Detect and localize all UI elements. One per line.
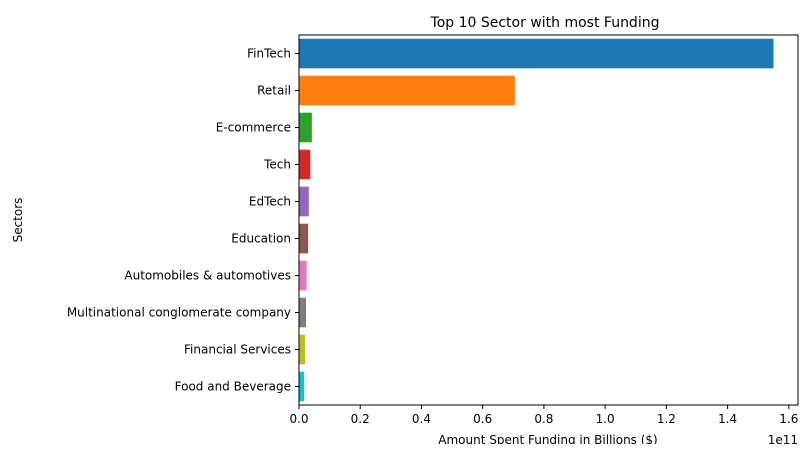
x-tick-label: 1.0: [596, 412, 615, 426]
bar-edtech: [299, 186, 309, 217]
y-tick-label: FinTech: [247, 47, 291, 61]
x-tick-label: 1.4: [718, 412, 737, 426]
y-tick-label: Automobiles & automotives: [124, 269, 291, 283]
bars-group: [299, 38, 774, 402]
x-tick-label: 1.6: [779, 412, 798, 426]
bar-multinational-conglomerate-company: [299, 297, 307, 328]
x-axis-label: Amount Spent Funding in Billions ($): [438, 433, 658, 444]
x-axis-offset-text: 1e11: [768, 433, 798, 444]
x-tick-label: 1.2: [657, 412, 676, 426]
y-tick-label: Multinational conglomerate company: [67, 306, 291, 320]
y-tick-label: Tech: [263, 158, 291, 172]
bar-education: [299, 223, 309, 254]
bar-food-and-beverage: [299, 371, 305, 402]
x-tick-label: 0.4: [412, 412, 431, 426]
y-tick-label: EdTech: [249, 195, 291, 209]
y-tick-label: Food and Beverage: [175, 380, 291, 394]
bar-tech: [299, 149, 311, 180]
y-tick-label: Retail: [257, 84, 291, 98]
bar-automobiles-automotives: [299, 260, 307, 291]
bar-retail: [299, 75, 515, 106]
x-axis-ticks: 0.0 0.2 0.4 0.6 0.8 1.0 1.2 1.4 1.6: [289, 405, 798, 426]
plot-frame: [298, 34, 799, 406]
y-tick-label: Financial Services: [184, 343, 291, 357]
y-tick-label: E-commerce: [216, 121, 291, 135]
bar-fintech: [299, 38, 774, 69]
x-tick-label: 0.2: [351, 412, 370, 426]
chart-title: Top 10 Sector with most Funding: [430, 15, 660, 31]
x-tick-label: 0.6: [473, 412, 492, 426]
bar-e-commerce: [299, 112, 312, 143]
x-tick-label: 0.8: [534, 412, 553, 426]
bar-financial-services: [299, 334, 306, 365]
y-axis-ticks: FinTech Retail E-commerce Tech EdTech Educati…: [67, 47, 299, 394]
y-tick-label: Education: [231, 232, 291, 246]
y-axis-label: Sectors: [11, 198, 25, 243]
x-tick-label: 0.0: [289, 412, 308, 426]
